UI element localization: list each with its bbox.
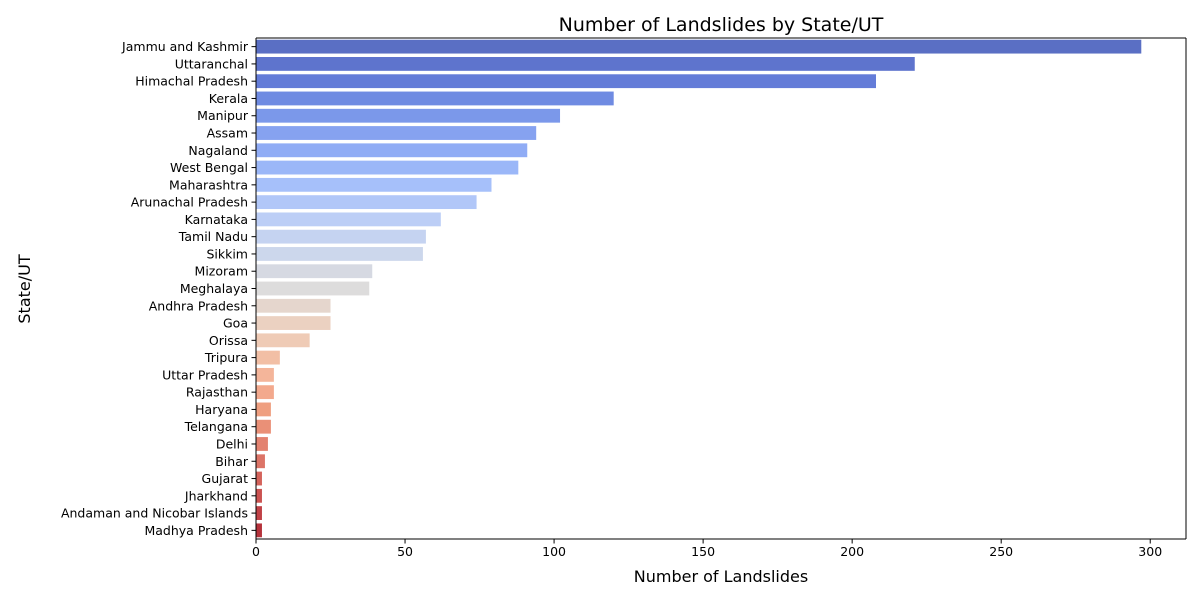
y-tick-label: Arunachal Pradesh	[131, 195, 248, 210]
y-tick-labels: Jammu and Kashmir Uttaranchal Himachal Pra…	[61, 39, 256, 538]
y-tick-label: Uttaranchal	[175, 56, 248, 71]
bar-kerala	[256, 91, 614, 106]
y-tick-label: Mizoram	[195, 264, 248, 279]
bar-sikkim	[256, 247, 423, 261]
bar-andhra-pradesh	[256, 298, 331, 313]
bar-west-bengal	[256, 160, 519, 175]
bar-tamil-nadu	[256, 229, 426, 244]
y-tick-label: Tamil Nadu	[178, 229, 248, 244]
bars-layer	[256, 39, 1142, 538]
bar-madhya-pradesh	[256, 523, 262, 538]
y-tick-label: Delhi	[216, 436, 248, 451]
bar-mizoram	[256, 264, 373, 279]
y-tick-label: Kerala	[209, 91, 248, 106]
axes-frame	[255, 37, 1187, 540]
x-tick-label: 200	[840, 544, 864, 559]
y-tick-label: Telangana	[184, 419, 248, 434]
y-tick-label: Nagaland	[188, 143, 248, 158]
bar-manipur	[256, 108, 561, 123]
y-tick-label: Haryana	[195, 402, 248, 417]
bar-jammu-and-kashmir	[256, 39, 1142, 54]
x-tick-label: 300	[1138, 544, 1162, 559]
x-axis-title: Number of Landslides	[634, 567, 808, 586]
bar-andaman-and-nicobar-islands	[256, 506, 262, 520]
bar-karnataka	[256, 212, 441, 227]
x-tick-label: 100	[542, 544, 566, 559]
y-tick-label: Sikkim	[206, 246, 248, 261]
y-tick-label: Andaman and Nicobar Islands	[61, 506, 248, 521]
bar-telangana	[256, 419, 271, 434]
x-tick-label: 50	[397, 544, 413, 559]
y-tick-label: Jharkhand	[184, 488, 248, 503]
y-tick-label: Uttar Pradesh	[162, 367, 248, 382]
bar-uttaranchal	[256, 57, 915, 71]
bar-orissa	[256, 333, 310, 348]
bar-delhi	[256, 437, 268, 451]
x-tick-labels: 0 50 100 150 200 250 300	[252, 539, 1162, 559]
bar-tripura	[256, 350, 280, 365]
y-tick-label: Bihar	[215, 454, 249, 469]
y-tick-label: Assam	[207, 126, 248, 141]
x-tick-label: 150	[691, 544, 715, 559]
y-tick-label: Meghalaya	[180, 281, 248, 296]
bar-arunachal-pradesh	[256, 195, 477, 210]
bar-rajasthan	[256, 385, 274, 400]
bar-himachal-pradesh	[256, 74, 876, 89]
y-tick-label: Himachal Pradesh	[135, 74, 248, 89]
bar-haryana	[256, 402, 271, 417]
y-tick-label: Manipur	[197, 108, 249, 123]
bar-meghalaya	[256, 281, 370, 296]
bar-jharkhand	[256, 488, 262, 503]
bar-maharashtra	[256, 177, 492, 192]
chart-title: Number of Landslides by State/UT	[559, 14, 884, 36]
y-tick-label: Andhra Pradesh	[149, 298, 248, 313]
bar-uttar-pradesh	[256, 367, 274, 382]
bar-bihar	[256, 454, 265, 469]
y-tick-label: Madhya Pradesh	[144, 523, 248, 538]
bar-gujarat	[256, 471, 262, 486]
y-tick-label: Rajasthan	[186, 385, 248, 400]
x-tick-label: 0	[252, 544, 260, 559]
y-tick-label: Gujarat	[202, 471, 249, 486]
y-tick-label: West Bengal	[170, 160, 248, 175]
y-tick-label: Karnataka	[185, 212, 248, 227]
y-tick-label: Goa	[223, 316, 248, 331]
x-tick-label: 250	[989, 544, 1013, 559]
y-tick-label: Jammu and Kashmir	[121, 39, 249, 54]
y-tick-label: Orissa	[209, 333, 248, 348]
bar-assam	[256, 126, 537, 140]
y-tick-label: Maharashtra	[169, 177, 248, 192]
bar-nagaland	[256, 143, 528, 158]
y-tick-label: Tripura	[204, 350, 248, 365]
bar-goa	[256, 316, 331, 330]
y-axis-title: State/UT	[15, 254, 34, 323]
